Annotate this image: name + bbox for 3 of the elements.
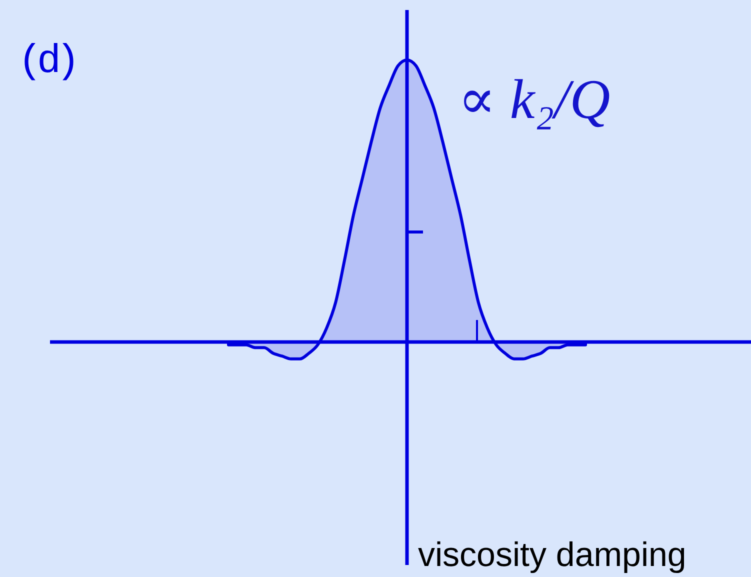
text: viscosity damping [418, 536, 686, 574]
chart-title: (d) [18, 40, 76, 85]
annotation: ∝ k₂/Q [458, 69, 610, 131]
